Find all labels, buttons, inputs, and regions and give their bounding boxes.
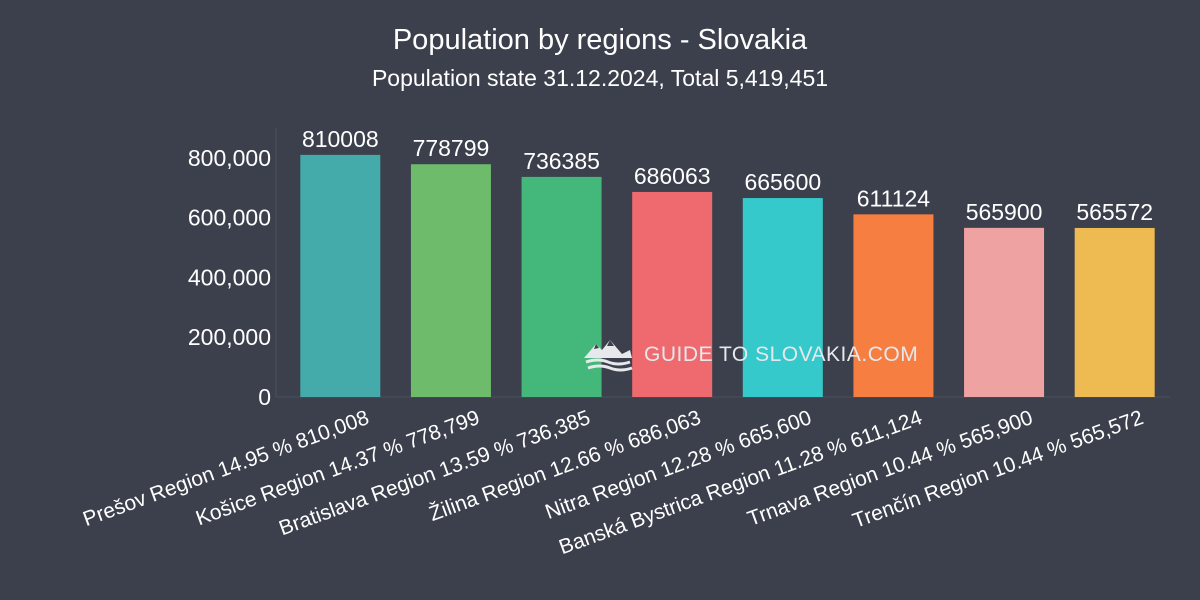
y-tick-label: 600,000: [188, 205, 271, 231]
y-tick-label: 200,000: [188, 324, 271, 350]
y-tick-label: 0: [258, 384, 271, 410]
bar: [964, 227, 1045, 397]
bar-value-label: 565572: [1076, 199, 1153, 225]
watermark-text: GUIDE TO SLOVAKIA.COM: [644, 343, 919, 366]
bar-value-label: 611124: [857, 185, 931, 211]
bar-value-label: 810008: [302, 126, 379, 152]
mountain-logo-icon: [582, 338, 634, 372]
bar: [853, 214, 934, 397]
watermark: GUIDE TO SLOVAKIA.COM: [582, 338, 918, 372]
bar: [632, 191, 713, 397]
chart-title: Population by regions - Slovakia: [392, 24, 808, 56]
bar-value-label: 565900: [966, 199, 1043, 225]
chart-subtitle: Population state 31.12.2024, Total 5,419…: [371, 65, 829, 91]
y-tick-label: 400,000: [188, 264, 271, 290]
bar: [742, 198, 823, 397]
bar: [1074, 227, 1155, 397]
bar-value-label: 686063: [634, 163, 711, 189]
bar-value-label: 778799: [413, 135, 490, 161]
y-tick-label: 800,000: [188, 145, 271, 171]
bar-value-label: 736385: [523, 148, 600, 174]
bar: [300, 154, 381, 397]
bar: [410, 164, 491, 397]
bar-value-label: 665600: [744, 169, 821, 195]
